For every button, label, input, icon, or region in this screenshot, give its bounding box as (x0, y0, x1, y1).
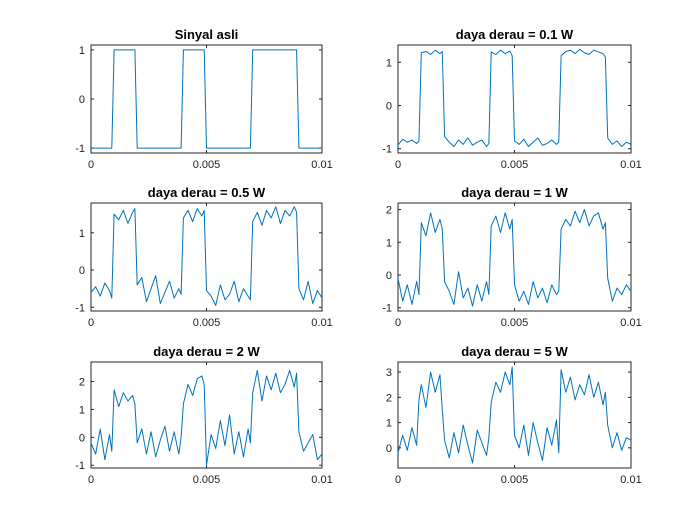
y-tick-label: 1 (79, 45, 85, 57)
subplot-title: Sinyal asli (175, 27, 239, 42)
subplot-6: daya derau = 5 W 0 0.005 0.01 0 1 2 3 (386, 344, 642, 486)
x-tick-label: 0.01 (620, 317, 641, 329)
y-tick-label: -1 (75, 302, 85, 314)
y-tick-label: 2 (79, 377, 85, 389)
x-tick-label: 0.01 (620, 159, 641, 171)
y-tick-label: 2 (386, 392, 392, 404)
subplot-title: daya derau = 1 W (461, 185, 568, 200)
y-tick-label: 1 (386, 418, 392, 430)
x-tick-label: 0.005 (501, 159, 529, 171)
x-tick-label: 0 (88, 474, 94, 486)
subplot-title: daya derau = 0.1 W (456, 27, 574, 42)
x-tick-label: 0.01 (620, 474, 641, 486)
y-tick-label: 0 (386, 443, 392, 455)
y-tick-label: 1 (79, 228, 85, 240)
x-tick-label: 0 (395, 474, 401, 486)
y-tick-label: 3 (386, 367, 392, 379)
y-tick-label: 2 (386, 205, 392, 217)
x-tick-label: 0 (395, 317, 401, 329)
series-line (90, 369, 323, 466)
series-line (397, 366, 632, 464)
x-tick-label: 0.005 (193, 317, 221, 329)
subplot-3: daya derau = 0.5 W0 0.005 0.01-101 (75, 185, 332, 329)
x-tick-label: 0.01 (311, 159, 332, 171)
y-tick-label: 1 (79, 404, 85, 416)
subplot-title: daya derau = 2 W (153, 344, 260, 359)
y-tick-label: 0 (79, 94, 85, 106)
series-line (90, 206, 323, 306)
series-line (91, 49, 322, 149)
subplot-title: daya derau = 5 W (461, 344, 568, 359)
x-tick-label: 0 (395, 159, 401, 171)
y-tick-label: -1 (75, 143, 85, 155)
y-tick-label: 0 (79, 432, 85, 444)
x-tick-label: 0.005 (193, 159, 221, 171)
y-tick-label: -1 (382, 144, 392, 156)
y-tick-label: 0 (386, 270, 392, 282)
y-tick-label: -1 (75, 460, 85, 472)
y-tick-label: 1 (386, 57, 392, 69)
x-tick-label: 0.005 (193, 474, 221, 486)
plot-frame (397, 202, 632, 312)
subplot-title: daya derau = 0.5 W (148, 185, 266, 200)
x-tick-label: 0.01 (311, 474, 332, 486)
series-line (397, 209, 632, 307)
y-tick-label: -1 (382, 303, 392, 315)
plot-frame (90, 202, 323, 312)
x-tick-label: 0 (88, 317, 94, 329)
x-tick-label: 0.005 (501, 317, 529, 329)
y-tick-label: 1 (386, 237, 392, 249)
x-tick-label: 0.01 (311, 317, 332, 329)
x-tick-label: 0.005 (501, 474, 529, 486)
x-tick-label: 0 (88, 159, 94, 171)
y-tick-label: 0 (386, 100, 392, 112)
subplot-2: daya derau = 0.1 W0 0.005 0.01-101 (382, 27, 641, 171)
series-line (397, 48, 632, 148)
y-tick-label: 0 (79, 265, 85, 277)
plot-frame (397, 361, 632, 469)
